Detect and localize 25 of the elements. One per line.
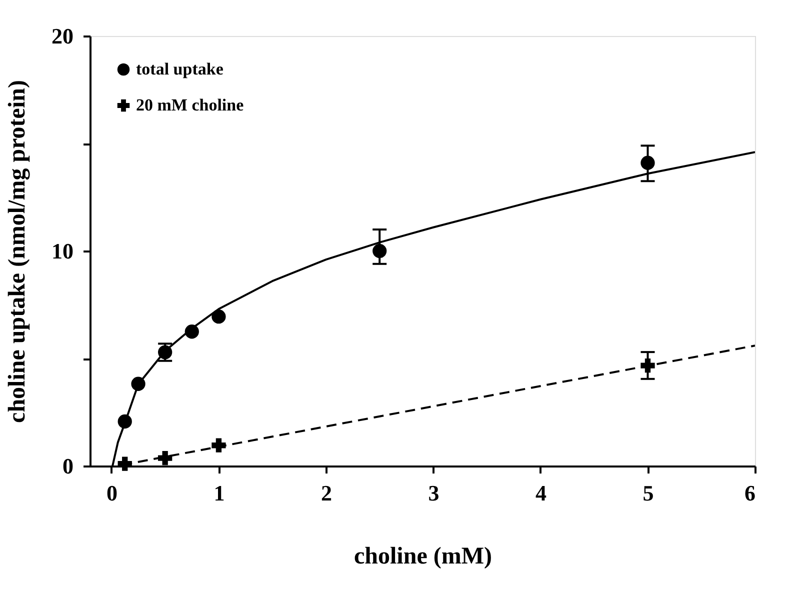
x-tick-label: 3 <box>428 480 440 506</box>
y-tick-label: 20 <box>52 24 74 48</box>
point <box>640 156 655 170</box>
y-tick-label: 0 <box>62 454 74 478</box>
point <box>212 310 226 324</box>
point <box>372 244 387 258</box>
point <box>640 358 655 373</box>
point <box>158 450 172 466</box>
point <box>212 438 226 452</box>
x-axis-title: choline (mM) <box>354 544 492 570</box>
x-tick-label: 6 <box>744 480 756 506</box>
point <box>131 376 146 391</box>
x-tick-label: 4 <box>535 480 546 506</box>
x-tick-label: 1 <box>214 480 225 506</box>
point <box>184 324 199 339</box>
legend-label: 20 mM choline <box>136 96 244 114</box>
x-tick-label: 5 <box>642 480 654 506</box>
point <box>118 456 132 471</box>
y-axis-title: choline uptake (nmol/mg protein) <box>4 80 30 423</box>
point <box>118 414 132 429</box>
x-tick-label: 0 <box>106 480 118 506</box>
legend-label: total uptake <box>136 60 224 78</box>
point <box>158 345 172 360</box>
x-tick-label: 2 <box>320 480 332 506</box>
y-tick-label: 10 <box>52 238 74 264</box>
